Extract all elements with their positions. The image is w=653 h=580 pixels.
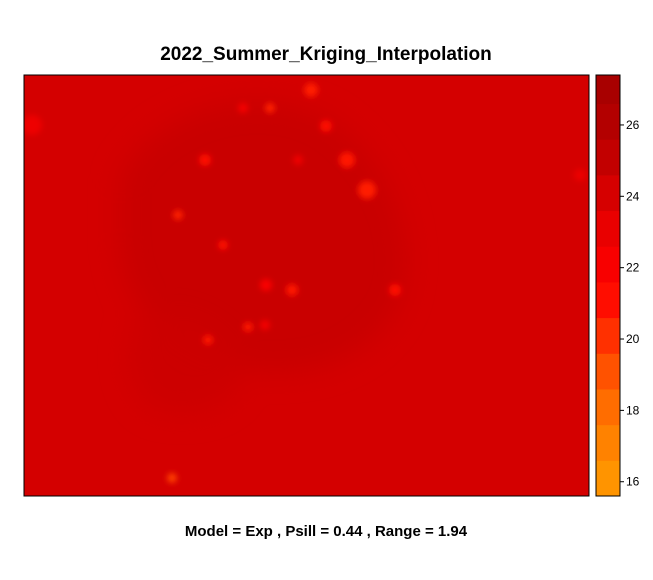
heatmap-hotspot [304,83,318,97]
heatmap-hotspot [265,103,275,113]
heatmap-hotspot [574,169,586,181]
heatmap-hotspot [260,279,272,291]
chart-subtitle: Model = Exp , Psill = 0.44 , Range = 1.9… [185,523,468,540]
colorbar-frame [595,74,621,497]
central-dark-region [120,102,407,372]
colorbar-bin [596,281,620,319]
heatmap-hotspot [199,154,211,166]
colorbar-bin [596,353,620,390]
colorbar-tick-label: 16 [626,475,640,489]
colorbar [595,74,621,497]
colorbar-bin [596,246,620,283]
colorbar-bin [596,174,620,212]
heatmap-plot-area [24,75,589,496]
colorbar-tick-label: 24 [626,189,640,203]
southwest-dark-region [129,312,242,413]
colorbar-tick-label: 22 [626,261,640,275]
colorbar-bin [596,103,620,140]
plot-frame [23,74,590,497]
heatmap-hotspot [260,320,270,330]
heatmap-hotspot [389,284,401,296]
colorbar-axis: 16 18 20 22 24 26 [620,118,640,489]
colorbar-tick-label: 26 [626,118,640,132]
heatmap-hotspots [24,83,586,483]
heatmap-hotspot [286,284,298,296]
heatmap-hotspot [173,210,183,220]
heatmap-hotspot [238,103,248,113]
heatmap-hotspot [339,152,355,168]
colorbar-bin [596,424,620,461]
colorbar-bin [596,139,620,176]
heatmap-hotspot [293,155,303,165]
heatmap-hotspot [203,335,213,345]
heatmap-hotspot [358,181,376,199]
colorbar-bin [596,388,620,426]
heatmap-hotspot [218,240,228,250]
colorbar-tick-label: 20 [626,332,640,346]
colorbar-bin [596,317,620,354]
colorbar-bin [596,460,620,497]
heatmap-hotspot [320,120,332,132]
heatmap-hotspot [167,473,177,483]
heatmap-hotspot [24,115,42,135]
chart-title: 2022_Summer_Kriging_Interpolation [160,44,492,65]
heatmap-regions [120,102,407,413]
heatmap-hotspot [243,322,253,332]
colorbar-tick-label: 18 [626,403,640,417]
colorbar-bin [596,210,620,247]
colorbar-bin [596,75,620,105]
